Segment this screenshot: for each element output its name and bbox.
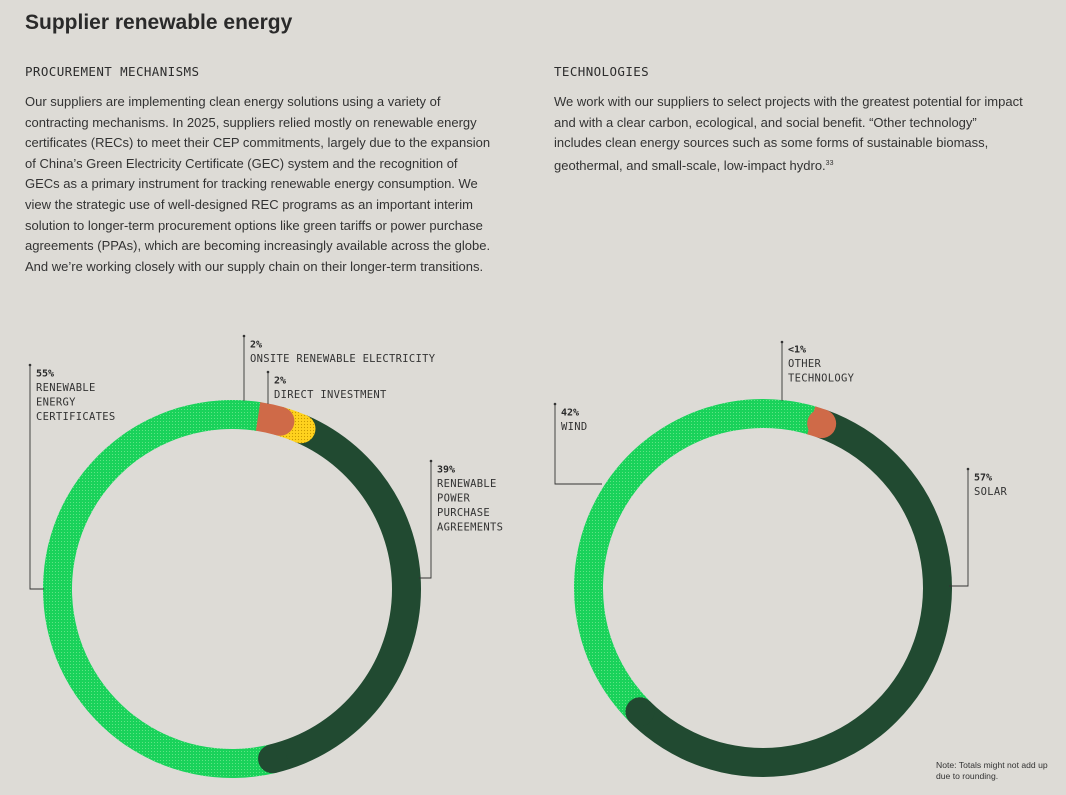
leader-dot: [966, 467, 970, 471]
donut-slice-end-cap: [625, 697, 655, 727]
leader-line: [29, 365, 44, 590]
data-label-value: 39%: [437, 464, 455, 475]
leader-dot: [553, 402, 557, 406]
procurement-mechanisms-heading: PROCUREMENT MECHANISMS: [25, 64, 200, 79]
donut-slice-wind: [574, 399, 816, 723]
data-label-category: RENEWABLE ENERGY CERTIFICATES: [36, 382, 115, 423]
data-label-category: RENEWABLE POWER PURCHASE AGREEMENTS: [437, 478, 503, 534]
data-label-category: OTHER TECHNOLOGY: [788, 358, 855, 385]
data-label-value: 57%: [974, 472, 992, 483]
donut-slice-solar: [629, 409, 953, 777]
donut-slice-end-cap: [807, 409, 837, 439]
data-label-category: WIND: [561, 421, 588, 433]
data-label-value: 2%: [250, 339, 262, 350]
leader-dot: [28, 363, 32, 367]
data-label-value: 55%: [36, 368, 54, 379]
leader-line: [554, 404, 602, 485]
data-label-value: 42%: [561, 407, 579, 418]
data-label-category: SOLAR: [974, 486, 1007, 498]
footnote-marker: 33: [825, 159, 834, 167]
page-title: Supplier renewable energy: [25, 11, 293, 34]
technologies-text-body: We work with our suppliers to select pro…: [554, 94, 1023, 173]
leader-dot: [429, 459, 433, 463]
donut-slice-end-cap: [258, 744, 288, 774]
donut-slice-renewable-power-purchase-agreements: [269, 415, 421, 773]
data-label-value: 2%: [274, 375, 286, 386]
leader-line: [949, 469, 969, 587]
leader-line: [419, 461, 432, 579]
technologies-chart: 42% WIND <1% OTHER TECHNOLOGY 57% SOLAR: [553, 340, 1007, 777]
rounding-note: Note: Totals might not add up due to rou…: [936, 760, 1048, 781]
donut-slice-renewable-energy-certificates: [43, 400, 276, 778]
donut-slice-end-cap: [265, 406, 295, 436]
leader-dot: [266, 370, 270, 374]
technologies-heading: TECHNOLOGIES: [554, 64, 650, 79]
procurement-mechanisms-text: Our suppliers are implementing clean ene…: [25, 94, 491, 274]
leader-dot: [242, 334, 246, 338]
data-label-category: DIRECT INVESTMENT: [274, 389, 387, 401]
data-label-value: <1%: [788, 344, 806, 355]
data-label-category: ONSITE RENEWABLE ELECTRICITY: [250, 353, 436, 365]
procurement-mechanisms-chart: 55% RENEWABLE ENERGY CERTIFICATES 2% ONSITE R…: [28, 334, 503, 778]
leader-dot: [780, 340, 784, 344]
technologies-text: We work with our suppliers to select pro…: [554, 92, 1024, 176]
